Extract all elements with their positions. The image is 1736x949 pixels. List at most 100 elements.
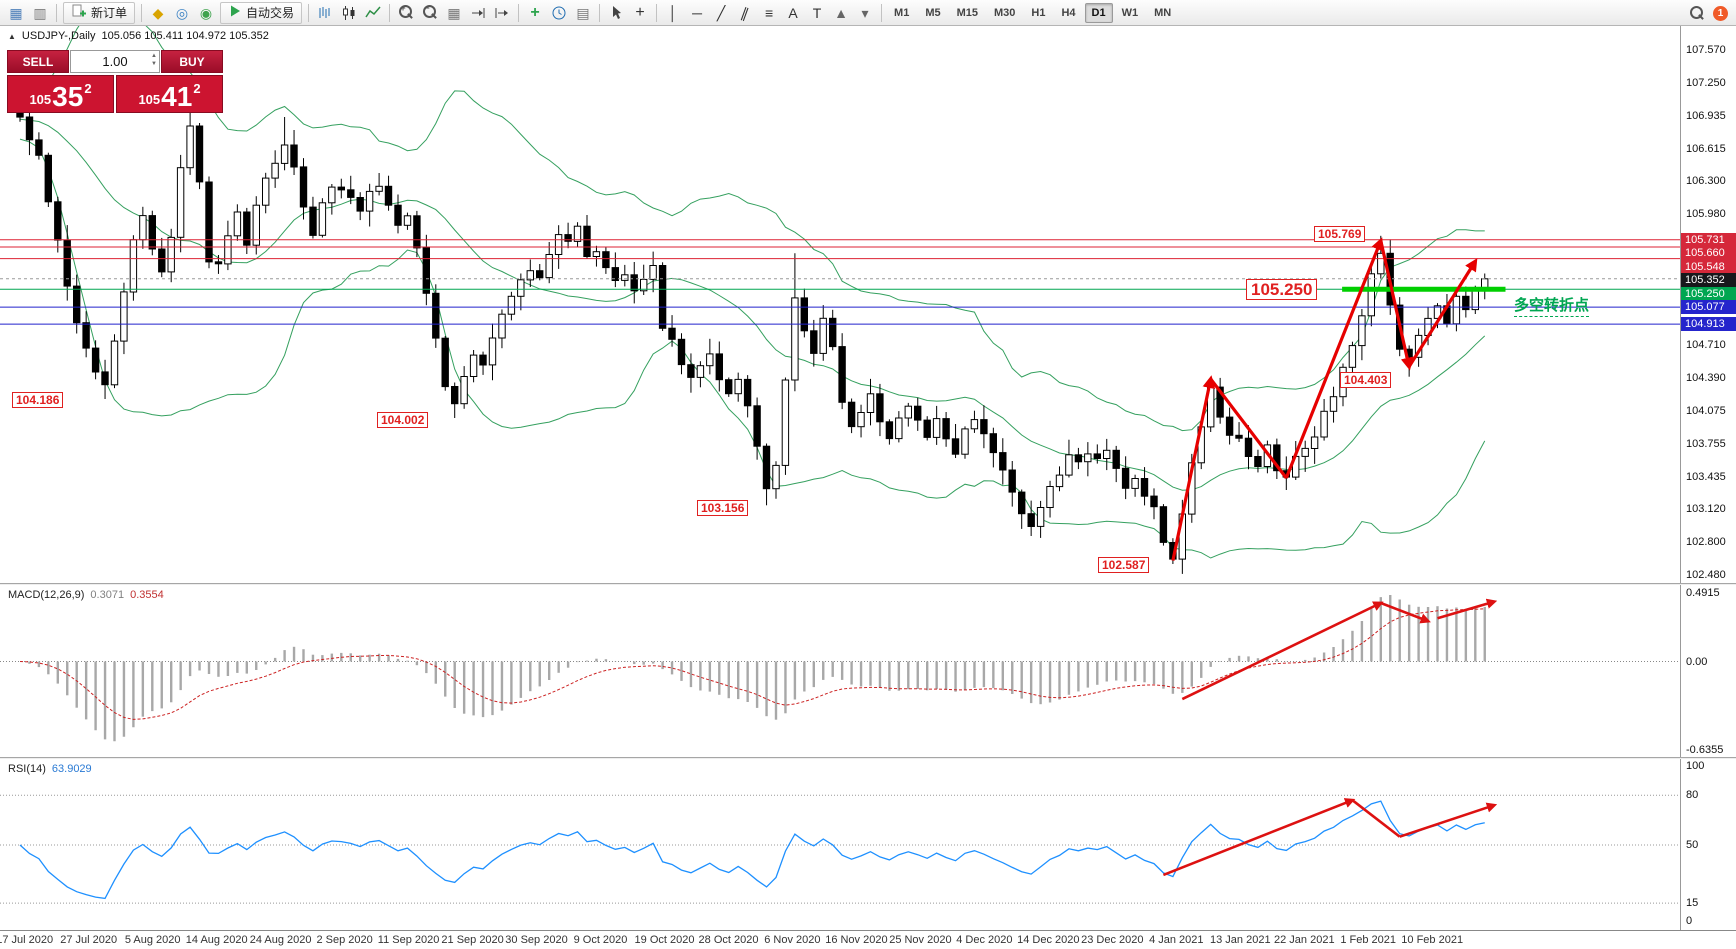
chart-ohlc-values: 105.056 105.411 104.972 105.352 bbox=[101, 30, 269, 42]
candle-body bbox=[545, 254, 553, 279]
candle-body bbox=[347, 189, 355, 198]
rsi-indicator-name: RSI(14) bbox=[8, 763, 46, 775]
dropdown-caret-icon[interactable]: ▾ bbox=[861, 4, 869, 21]
toolbar-right: 1 bbox=[1690, 0, 1728, 26]
trend-arrow[interactable] bbox=[1171, 375, 1216, 561]
new-order-button[interactable]: 新订单 bbox=[63, 1, 136, 24]
candle-body bbox=[498, 313, 506, 339]
vertical-line-icon[interactable]: │ bbox=[668, 4, 678, 21]
macd-trend-arrow[interactable] bbox=[1181, 601, 1384, 701]
candle-body bbox=[479, 354, 487, 366]
timeframe-button-m15[interactable]: M15 bbox=[956, 6, 978, 19]
crosshair-icon[interactable]: + bbox=[635, 3, 645, 21]
timeframe-button-h4[interactable]: H4 bbox=[1061, 6, 1076, 19]
date-label: 5 Aug 2020 bbox=[124, 934, 181, 946]
date-label: 21 Sep 2020 bbox=[441, 934, 504, 946]
metaeditor-icon[interactable]: ◆ bbox=[152, 4, 164, 21]
timeframe-button-d1[interactable]: D1 bbox=[1084, 2, 1113, 23]
text-icon[interactable]: A bbox=[788, 4, 798, 21]
community-icon[interactable]: ◉ bbox=[199, 4, 213, 21]
sell-price-display[interactable]: 105 35 2 bbox=[7, 75, 114, 113]
timeframe-button-m30[interactable]: M30 bbox=[994, 6, 1016, 19]
new-order-button-label: 新订单 bbox=[91, 6, 128, 20]
trend-arrow[interactable] bbox=[1379, 240, 1414, 371]
rsi-trend-arrow[interactable] bbox=[1399, 802, 1498, 838]
zoom-in-icon[interactable]: + bbox=[395, 2, 417, 24]
price-axis-border bbox=[1680, 26, 1681, 930]
bar-chart-icon[interactable] bbox=[314, 2, 336, 24]
rsi-line bbox=[19, 800, 1485, 900]
channel-icon[interactable]: ∥ bbox=[739, 3, 752, 22]
buy-price-display[interactable]: 105 41 2 bbox=[116, 75, 223, 113]
bollinger-lower-band bbox=[19, 138, 1486, 559]
lot-size-input[interactable]: 1.00 ▲ ▼ bbox=[70, 50, 160, 73]
fibonacci-icon[interactable]: ≡ bbox=[764, 4, 774, 21]
lot-stepper[interactable]: ▲ ▼ bbox=[151, 53, 157, 69]
time-axis[interactable]: 17 Jul 2020 27 Jul 2020 5 Aug 2020 14 Aug 2… bbox=[0, 930, 1736, 949]
candle-body bbox=[677, 338, 686, 366]
candle-body bbox=[1074, 454, 1083, 463]
timeframe-button-mn[interactable]: MN bbox=[1154, 6, 1172, 19]
candle-body bbox=[214, 261, 223, 265]
periods-icon[interactable] bbox=[548, 2, 570, 24]
candlestick-chart-icon[interactable] bbox=[338, 2, 360, 24]
candle-body bbox=[649, 265, 657, 280]
search-icon[interactable] bbox=[1690, 5, 1705, 21]
date-label: 23 Dec 2020 bbox=[1081, 934, 1144, 946]
timeframe-button-w1[interactable]: W1 bbox=[1121, 6, 1139, 19]
macd-panel-canvas[interactable] bbox=[0, 585, 1680, 757]
trend-arrow[interactable] bbox=[1284, 237, 1384, 479]
timeframe-button-h1[interactable]: H1 bbox=[1031, 6, 1046, 19]
price-tag-104.913: 104.913 bbox=[1681, 317, 1736, 332]
line-chart-icon[interactable] bbox=[362, 2, 384, 24]
macd-trend-arrow[interactable] bbox=[1437, 598, 1498, 620]
candle-body bbox=[876, 393, 884, 423]
horizontal-line-icon[interactable]: ─ bbox=[692, 4, 702, 21]
notifications-badge[interactable]: 1 bbox=[1713, 5, 1728, 21]
autotrade-button[interactable]: 自动交易 bbox=[220, 1, 303, 24]
rsi-axis-label: 50 bbox=[1686, 839, 1699, 851]
cursor-icon[interactable] bbox=[605, 2, 627, 24]
buy-button[interactable]: BUY bbox=[161, 50, 223, 73]
macd-trend-arrow[interactable] bbox=[1380, 601, 1431, 624]
macd-main-value: 0.3071 bbox=[90, 589, 125, 601]
candle-body bbox=[195, 125, 204, 183]
auto-scroll-icon[interactable] bbox=[467, 2, 489, 24]
sell-button[interactable]: SELL bbox=[7, 50, 69, 73]
candle-body bbox=[725, 379, 733, 395]
candle-body bbox=[1103, 449, 1111, 459]
rsi-panel-separator[interactable] bbox=[0, 757, 1736, 759]
zoom-out-icon[interactable]: − bbox=[419, 2, 441, 24]
turning-point-annotation[interactable]: 多空转折点 bbox=[1514, 294, 1590, 317]
chart-shift-icon[interactable] bbox=[491, 2, 513, 24]
price-axis-label: 103.755 bbox=[1686, 437, 1726, 450]
shapes-icon[interactable]: ▲ bbox=[834, 4, 848, 21]
templates-icon[interactable]: ▤ bbox=[576, 4, 590, 21]
indicators-icon[interactable]: + bbox=[530, 3, 540, 21]
text-label-icon[interactable]: T bbox=[812, 4, 822, 21]
rsi-trend-arrow[interactable] bbox=[1351, 799, 1401, 838]
autotrade-button-label: 自动交易 bbox=[246, 6, 295, 20]
candle-body bbox=[432, 292, 440, 339]
rsi-trend-arrow[interactable] bbox=[1162, 798, 1356, 877]
trendline-icon[interactable]: ╱ bbox=[716, 4, 726, 21]
lot-down-icon[interactable]: ▼ bbox=[151, 60, 157, 67]
lot-up-icon[interactable]: ▲ bbox=[151, 53, 157, 59]
timeframe-button-m5[interactable]: M5 bbox=[925, 6, 941, 19]
timeframe-button-m1[interactable]: M1 bbox=[894, 6, 910, 19]
macd-panel-separator[interactable] bbox=[0, 583, 1736, 585]
trend-arrow[interactable] bbox=[1209, 378, 1288, 479]
candle-body bbox=[753, 405, 761, 447]
date-label: 24 Aug 2020 bbox=[249, 934, 312, 946]
date-label: 17 Jul 2020 bbox=[0, 934, 54, 946]
price-chart-canvas[interactable] bbox=[0, 26, 1680, 583]
new-chart-icon[interactable]: ▦ bbox=[9, 4, 23, 21]
collapse-panel-toggle[interactable]: ▲ bbox=[8, 31, 16, 41]
trend-arrow[interactable] bbox=[1407, 258, 1478, 368]
market-icon[interactable]: ◎ bbox=[175, 4, 189, 21]
rsi-panel-canvas[interactable] bbox=[0, 759, 1680, 930]
candle-body bbox=[734, 378, 742, 395]
tile-windows-icon[interactable]: ▦ bbox=[447, 4, 461, 21]
candle-body bbox=[696, 365, 705, 378]
chart-profiles-icon[interactable]: ▥ bbox=[33, 4, 47, 21]
